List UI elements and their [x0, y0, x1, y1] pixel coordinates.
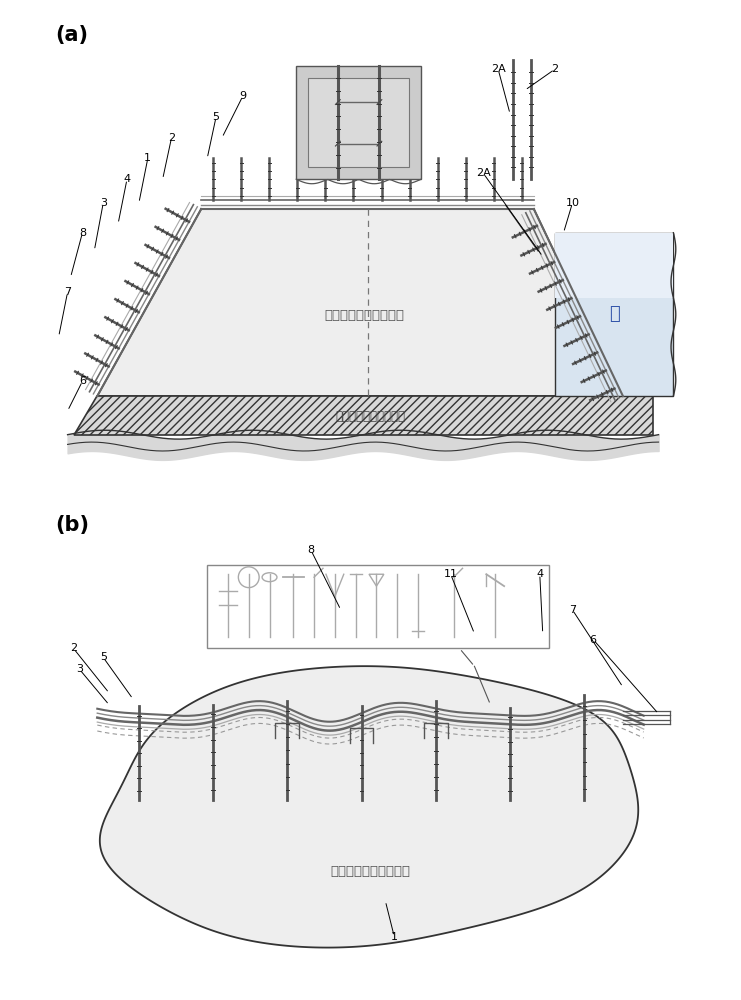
Polygon shape — [554, 233, 674, 396]
Polygon shape — [100, 666, 638, 948]
Text: 5: 5 — [213, 112, 219, 122]
Text: 10: 10 — [565, 198, 579, 208]
Text: 7: 7 — [64, 287, 71, 297]
Text: 5: 5 — [100, 652, 107, 662]
Text: 1: 1 — [391, 932, 398, 942]
Text: 3: 3 — [76, 664, 83, 674]
Polygon shape — [554, 233, 674, 298]
Text: 11: 11 — [444, 569, 458, 579]
Text: 7: 7 — [569, 605, 576, 615]
Text: (a): (a) — [56, 25, 89, 45]
Text: 4: 4 — [124, 174, 130, 184]
Text: 8: 8 — [308, 545, 315, 555]
Text: 2: 2 — [551, 64, 558, 74]
Text: 新建或原有的土石夁体: 新建或原有的土石夁体 — [325, 309, 405, 322]
Text: 1: 1 — [144, 153, 151, 163]
Text: 3: 3 — [100, 198, 107, 208]
Polygon shape — [97, 209, 623, 396]
Text: 2: 2 — [168, 133, 175, 143]
Text: (b): (b) — [56, 515, 90, 535]
Polygon shape — [296, 66, 421, 179]
Polygon shape — [73, 396, 653, 435]
Polygon shape — [207, 565, 548, 648]
Text: 6: 6 — [590, 635, 597, 645]
Text: 9: 9 — [239, 91, 246, 101]
Text: 新建或原有的土石夁体: 新建或原有的土石夁体 — [330, 865, 411, 878]
Text: 新建或原有的硬化夁基: 新建或原有的硬化夁基 — [336, 410, 405, 423]
Text: 水: 水 — [608, 305, 619, 323]
Text: 2A: 2A — [476, 168, 491, 178]
Text: 6: 6 — [79, 376, 86, 386]
Text: 2: 2 — [70, 643, 77, 653]
Text: 8: 8 — [79, 228, 86, 238]
Text: 2A: 2A — [491, 64, 505, 74]
Text: 4: 4 — [536, 569, 543, 579]
Polygon shape — [308, 78, 409, 167]
